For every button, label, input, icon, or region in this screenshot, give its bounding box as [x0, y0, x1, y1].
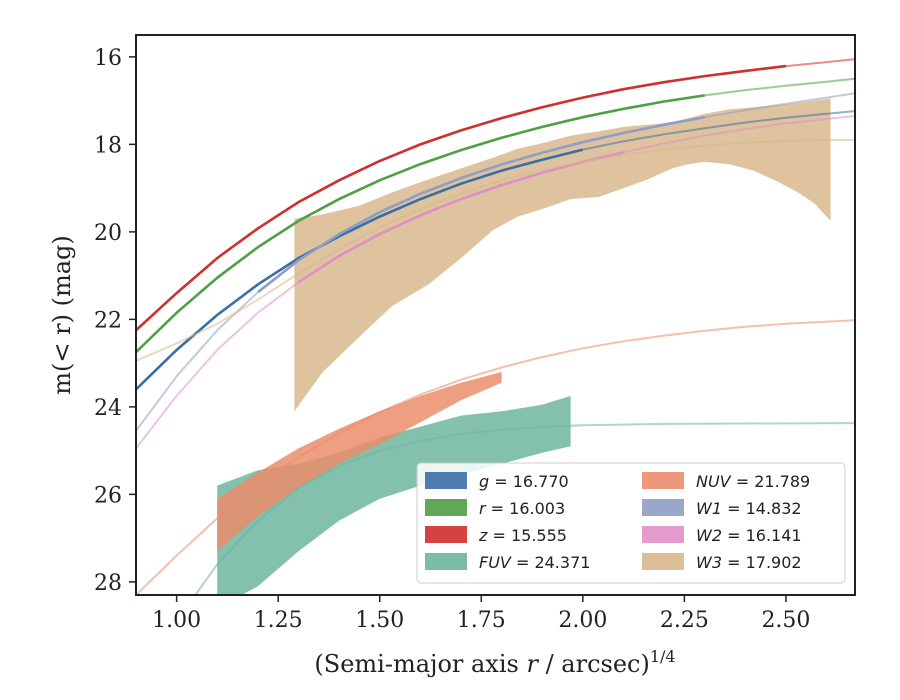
- nuv-curve: [136, 319, 855, 595]
- z-legend-label: z = 15.555: [478, 526, 567, 545]
- x-axis-ticks: 1.00 1.25 1.50 1.75 2.00 2.25 2.50: [152, 595, 810, 633]
- x-tick-label: 1.75: [457, 608, 506, 633]
- nuv-band: [217, 371, 502, 552]
- z-legend-swatch: [425, 526, 467, 543]
- w3-band: [294, 98, 831, 412]
- w3-curve: [136, 139, 855, 362]
- nuv-legend-label: NUV = 21.789: [696, 472, 810, 491]
- w2-legend-label: W2 = 16.141: [696, 526, 802, 545]
- w1-legend-swatch: [642, 499, 684, 516]
- fuv-band: [217, 395, 571, 595]
- x-tick-label: 2.00: [558, 608, 607, 633]
- y-tick-label: 24: [94, 396, 122, 421]
- x-tick-label: 2.50: [761, 608, 810, 633]
- r-curve-solid: [136, 94, 705, 354]
- model-curves: [136, 58, 855, 595]
- uncertainty-bands: [217, 98, 831, 595]
- y-axis-label: m(< r) (mag): [48, 235, 76, 394]
- w3-legend-label: W3 = 17.902: [696, 553, 802, 572]
- w1-curve-solid: [257, 115, 705, 294]
- w2-legend-swatch: [642, 526, 684, 543]
- g-legend-label: g = 16.770: [479, 472, 569, 491]
- legend-box: [416, 462, 846, 584]
- r-legend-label: r = 16.003: [479, 499, 565, 518]
- fuv-legend-swatch: [425, 553, 467, 570]
- g-curve-solid: [136, 148, 584, 391]
- w1-legend-label: W1 = 14.832: [696, 499, 802, 518]
- legend: g = 16.770 r = 16.003 z = 15.555 FUV = 24.3…: [416, 462, 846, 584]
- x-tick-label: 1.25: [254, 608, 303, 633]
- nuv-legend-swatch: [642, 472, 684, 489]
- r-legend-swatch: [425, 499, 467, 516]
- fuv-legend-label: FUV = 24.371: [479, 553, 590, 572]
- y-axis-ticks: 16 18 20 22 24 26 28: [94, 46, 136, 596]
- y-tick-label: 28: [94, 571, 122, 596]
- x-tick-label: 1.00: [152, 608, 201, 633]
- y-tick-label: 22: [94, 308, 122, 333]
- plot-frame: [135, 34, 856, 596]
- legend-entries: g = 16.770 r = 16.003 z = 15.555 FUV = 24.3…: [425, 472, 810, 572]
- y-tick-label: 26: [94, 483, 122, 508]
- g-legend-swatch: [425, 472, 467, 489]
- w2-curve-solid: [297, 151, 624, 284]
- y-tick-label: 20: [94, 221, 122, 246]
- y-tick-label: 18: [94, 133, 122, 158]
- fuv-curve: [194, 422, 855, 595]
- x-axis-label: (Semi-major axis r / arcsec)1/4: [314, 647, 675, 678]
- z-curve-solid: [136, 64, 787, 332]
- x-tick-label: 2.25: [660, 608, 709, 633]
- y-tick-label: 16: [94, 46, 122, 71]
- x-tick-label: 1.50: [355, 608, 404, 633]
- w3-legend-swatch: [642, 553, 684, 570]
